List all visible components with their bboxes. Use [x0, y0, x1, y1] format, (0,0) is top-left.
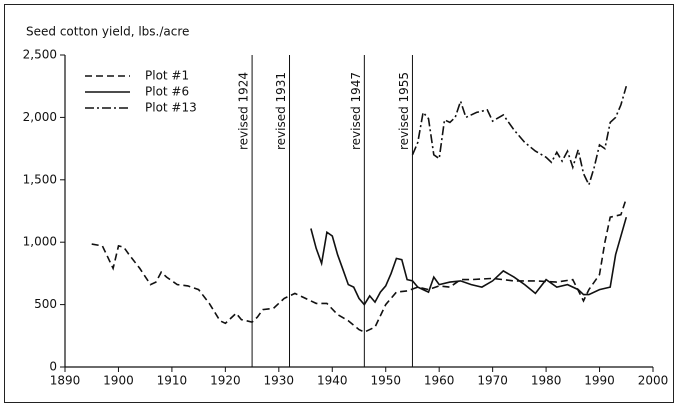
- y-tick-label: 500: [34, 297, 57, 311]
- frame: [4, 4, 674, 403]
- series-line: [310, 216, 628, 306]
- revision-label: revised 1924: [237, 72, 251, 150]
- legend-label: Plot #13: [145, 101, 197, 115]
- y-axis-title: Seed cotton yield, lbs./acre: [26, 25, 189, 39]
- x-tick-label: 1960: [424, 374, 455, 388]
- x-tick-label: 1940: [317, 374, 348, 388]
- y-tick-label: 2,000: [23, 110, 57, 124]
- revision-label: revised 1955: [397, 72, 411, 150]
- x-tick-label: 1990: [584, 374, 615, 388]
- revision-label: revised 1931: [274, 72, 288, 150]
- x-tick-label: 1890: [50, 374, 81, 388]
- x-tick-label: 1930: [264, 374, 295, 388]
- x-tick-label: 2000: [638, 374, 669, 388]
- x-tick-label: 1920: [210, 374, 241, 388]
- x-tick-label: 1950: [370, 374, 401, 388]
- x-tick-label: 1910: [157, 374, 188, 388]
- x-tick-label: 1980: [531, 374, 562, 388]
- legend-label: Plot #6: [145, 85, 189, 99]
- legend-label: Plot #1: [145, 69, 189, 83]
- x-tick-label: 1970: [477, 374, 508, 388]
- y-tick-label: 1,500: [23, 172, 57, 186]
- y-tick-label: 2,500: [23, 48, 57, 62]
- y-tick-label: 1,000: [23, 235, 57, 249]
- x-tick-label: 1900: [103, 374, 134, 388]
- series-line: [411, 85, 628, 187]
- y-tick-label: 0: [49, 360, 57, 374]
- revision-label: revised 1947: [349, 72, 363, 150]
- series-line: [91, 198, 628, 333]
